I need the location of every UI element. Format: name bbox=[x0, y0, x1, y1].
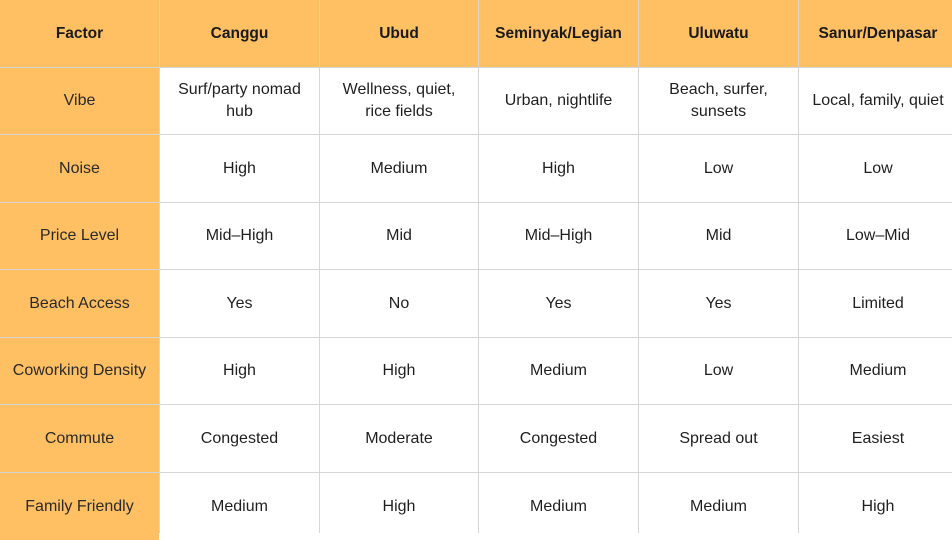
table-cell: Moderate bbox=[320, 405, 478, 472]
table-cell: Local, family, quiet bbox=[799, 68, 952, 134]
table-cell: High bbox=[320, 338, 478, 404]
table-cell: High bbox=[160, 135, 319, 202]
table-cell: No bbox=[320, 270, 478, 337]
table-cell: Congested bbox=[160, 405, 319, 472]
table-cell: Spread out bbox=[639, 405, 798, 472]
table-cell: Wellness, quiet, rice fields bbox=[320, 68, 478, 134]
table-cell: Medium bbox=[479, 473, 638, 540]
column-header: Factor bbox=[0, 0, 159, 67]
column-header: Canggu bbox=[160, 0, 319, 67]
table-cell: Medium bbox=[479, 338, 638, 404]
table-cell: Low bbox=[799, 135, 952, 202]
table-cell: Mid–High bbox=[479, 203, 638, 269]
row-label: Noise bbox=[0, 135, 159, 202]
table-cell: Beach, surfer, sunsets bbox=[639, 68, 798, 134]
table-cell: Limited bbox=[799, 270, 952, 337]
column-header: Seminyak/Legian bbox=[479, 0, 638, 67]
table-cell: Easiest bbox=[799, 405, 952, 472]
table-cell: High bbox=[479, 135, 638, 202]
row-label: Coworking Density bbox=[0, 338, 159, 404]
table-cell: Low bbox=[639, 338, 798, 404]
row-label: Vibe bbox=[0, 68, 159, 134]
column-header: Uluwatu bbox=[639, 0, 798, 67]
table-cell: Mid–High bbox=[160, 203, 319, 269]
table-cell: Congested bbox=[479, 405, 638, 472]
table-cell: Urban, nightlife bbox=[479, 68, 638, 134]
row-label: Family Friendly bbox=[0, 473, 159, 540]
table-cell: Medium bbox=[160, 473, 319, 540]
column-header: Sanur/Denpasar bbox=[799, 0, 952, 67]
row-label: Price Level bbox=[0, 203, 159, 269]
table-cell: Surf/party nomad hub bbox=[160, 68, 319, 134]
row-label: Beach Access bbox=[0, 270, 159, 337]
table-cell: High bbox=[320, 473, 478, 540]
table-cell: Medium bbox=[799, 338, 952, 404]
table-cell: Low–Mid bbox=[799, 203, 952, 269]
column-header: Ubud bbox=[320, 0, 478, 67]
table-cell: Low bbox=[639, 135, 798, 202]
table-cell: Yes bbox=[639, 270, 798, 337]
table-cell: High bbox=[160, 338, 319, 404]
table-cell: Medium bbox=[320, 135, 478, 202]
table-cell: Medium bbox=[639, 473, 798, 540]
table-cell: High bbox=[799, 473, 952, 540]
table-cell: Yes bbox=[479, 270, 638, 337]
table-cell: Mid bbox=[639, 203, 798, 269]
row-label: Commute bbox=[0, 405, 159, 472]
table-cell: Yes bbox=[160, 270, 319, 337]
table-cell: Mid bbox=[320, 203, 478, 269]
